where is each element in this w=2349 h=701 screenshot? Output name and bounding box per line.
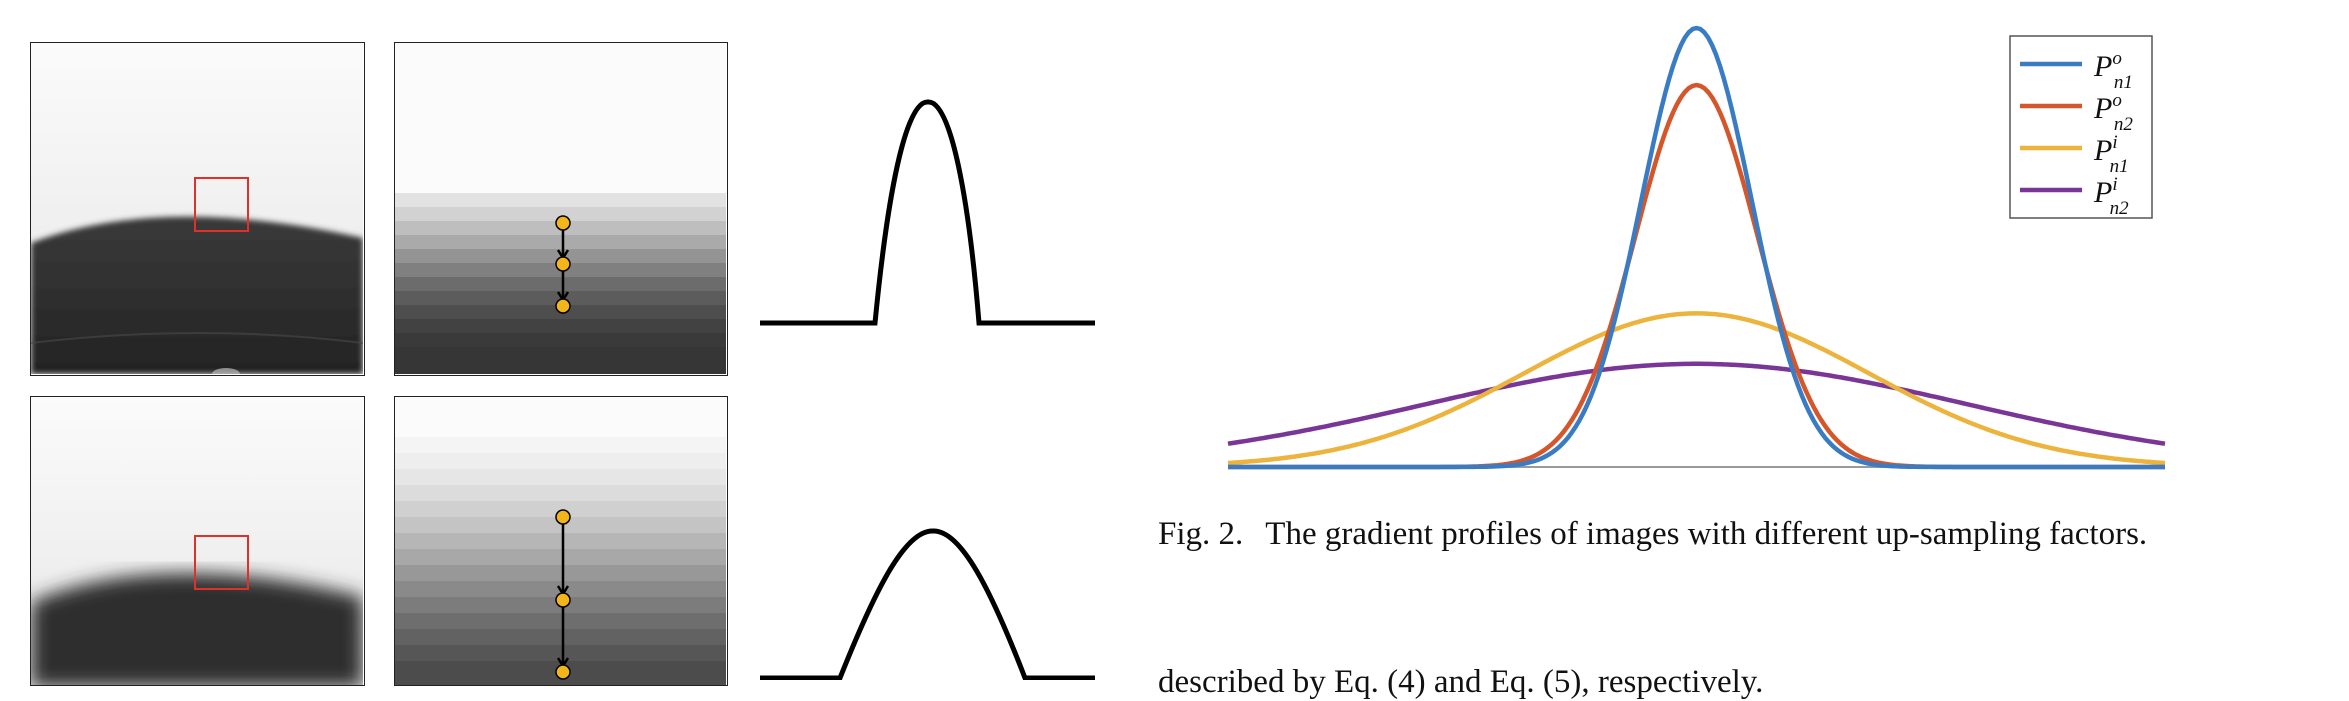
sample-point-marker — [555, 215, 571, 231]
series-line-i-n2 — [1227, 361, 2166, 446]
legend-entry: Po n2 — [2093, 90, 2133, 135]
blurred-profile-curve — [760, 528, 1095, 680]
photo-panel-blurred — [30, 396, 365, 686]
zoom-panel-blurred — [394, 396, 728, 686]
legend-entry: Po n1 — [2093, 48, 2133, 93]
body-text-cut: described by Eq. (4) and Eq. (5), respec… — [1158, 664, 1764, 700]
sample-point-marker — [555, 664, 571, 680]
figure-label: Fig. 2. — [1158, 516, 1244, 552]
profile-sketches — [760, 99, 1095, 680]
series-line-i-n1 — [1227, 311, 2166, 466]
caption-text: The gradient profiles of images with dif… — [1265, 516, 2148, 552]
sharp-profile-curve — [760, 99, 1095, 326]
figure-caption: Fig. 2. The gradient profiles of images w… — [1158, 516, 2147, 553]
sample-point-marker — [555, 298, 571, 314]
roi-box — [194, 177, 249, 232]
series-line-o-n1 — [1228, 25, 2165, 470]
sample-point-marker — [555, 509, 571, 525]
sample-point-marker — [555, 256, 571, 272]
legend-entry: Pi n1 — [2093, 132, 2129, 177]
legend-entry: Pi n2 — [2093, 174, 2129, 219]
photo-panel-sharp — [30, 42, 365, 376]
roi-box — [194, 535, 249, 590]
sample-point-marker — [555, 592, 571, 608]
zoom-panel-sharp — [394, 42, 728, 376]
